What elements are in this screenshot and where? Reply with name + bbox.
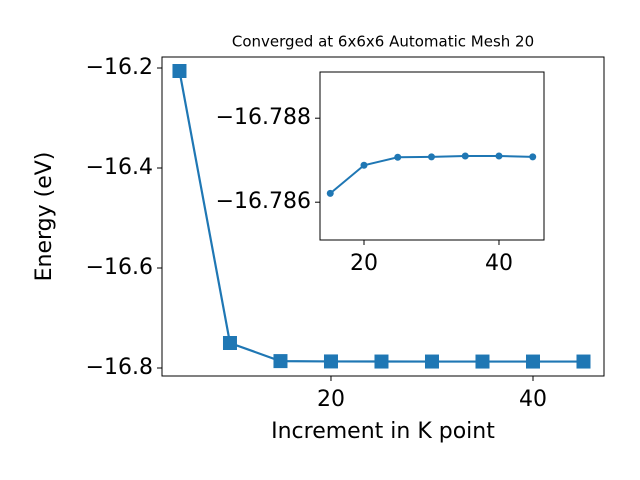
marker (326, 189, 334, 197)
marker (172, 64, 187, 78)
x-tick-label: 20 (350, 251, 378, 276)
marker (323, 354, 338, 369)
y-tick-label: −16.2 (86, 55, 153, 80)
x-axis-label: Increment in K point (271, 419, 495, 444)
marker (495, 152, 503, 160)
y-tick-label: −16.786 (216, 189, 311, 214)
y-tick-label: −16.788 (216, 105, 311, 130)
marker (222, 336, 237, 350)
chart-title: Converged at 6x6x6 Automatic Mesh 20 (232, 33, 534, 51)
marker (525, 354, 540, 369)
marker (461, 152, 469, 160)
x-tick-label: 40 (519, 387, 547, 412)
marker (360, 161, 368, 169)
y-axis-label: Energy (eV) (32, 152, 57, 282)
marker (394, 153, 402, 161)
y-tick-label: −16.8 (86, 355, 153, 380)
marker (273, 354, 288, 369)
marker (427, 153, 435, 161)
marker (424, 354, 439, 369)
marker (475, 354, 490, 369)
y-tick-label: −16.6 (86, 255, 153, 280)
marker (529, 153, 537, 161)
y-tick-label: −16.4 (86, 155, 153, 180)
marker (374, 354, 389, 369)
marker (576, 354, 591, 369)
x-tick-label: 40 (485, 251, 513, 276)
x-tick-label: 20 (317, 387, 345, 412)
